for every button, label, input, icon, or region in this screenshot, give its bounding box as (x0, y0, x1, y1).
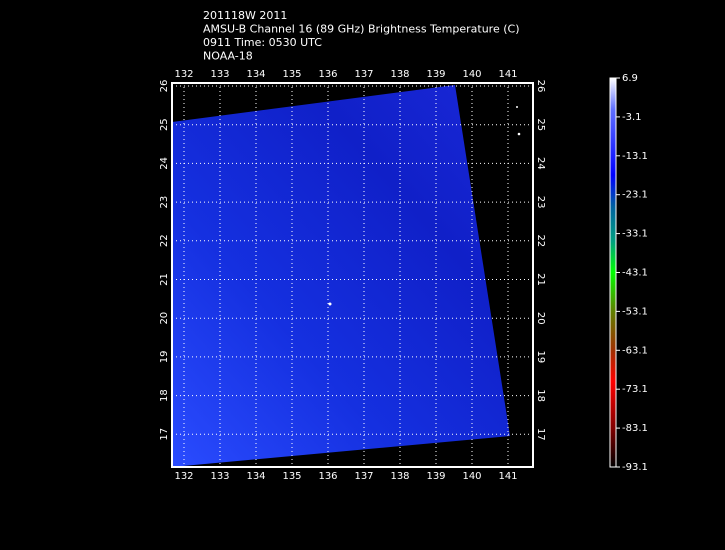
storm-center (328, 302, 332, 306)
lon-label-top: 137 (354, 69, 373, 80)
header-line: AMSU-B Channel 16 (89 GHz) Brightness Te… (203, 23, 520, 36)
lon-label-top: 141 (498, 69, 517, 80)
lon-label-top: 138 (390, 69, 409, 80)
lon-label-top: 140 (462, 69, 481, 80)
colorbar-label: -53.1 (622, 306, 648, 317)
island (516, 106, 518, 108)
lat-label-right: 19 (535, 351, 546, 364)
colorbar-label: -93.1 (622, 462, 648, 473)
island (517, 132, 521, 136)
colorbar-label: -13.1 (622, 151, 648, 162)
lat-label-right: 21 (535, 273, 546, 286)
header-line: NOAA-18 (203, 50, 253, 63)
map-frame (171, 82, 534, 468)
colorbar-label: -83.1 (622, 423, 648, 434)
lon-label-bottom: 134 (246, 471, 265, 482)
colorbar-label: -3.1 (622, 112, 642, 123)
lat-label-left: 20 (159, 312, 170, 325)
lon-label-top: 139 (426, 69, 445, 80)
lat-label-left: 17 (159, 428, 170, 441)
lat-label-right: 25 (535, 118, 546, 131)
lat-label-left: 19 (159, 351, 170, 364)
lat-label-right: 17 (535, 428, 546, 441)
lon-label-bottom: 140 (462, 471, 481, 482)
satellite-swath (172, 85, 510, 467)
labels: 132 132 133 133 134 134 135 135 136 136 137 137 138 1… (159, 69, 648, 482)
colorbar-label: 6.9 (622, 73, 638, 84)
lat-label-left: 26 (159, 80, 170, 93)
lat-label-left: 25 (159, 118, 170, 131)
grid (172, 83, 533, 467)
lat-label-right: 23 (535, 196, 546, 209)
lat-label-right: 20 (535, 312, 546, 325)
lon-label-bottom: 137 (354, 471, 373, 482)
lon-label-top: 135 (282, 69, 301, 80)
lat-label-left: 24 (159, 157, 170, 170)
lon-label-bottom: 135 (282, 471, 301, 482)
colorbar (609, 77, 617, 468)
lon-label-bottom: 133 (210, 471, 229, 482)
lat-label-right: 24 (535, 157, 546, 170)
colorbar-label: -73.1 (622, 384, 648, 395)
colorbar-label: -63.1 (622, 345, 648, 356)
lat-label-left: 21 (159, 273, 170, 286)
lon-label-top: 132 (174, 69, 193, 80)
lon-label-bottom: 139 (426, 471, 445, 482)
lat-label-right: 18 (535, 389, 546, 402)
colorbar-label: -43.1 (622, 268, 648, 279)
header-line: 201118W 2011 (203, 9, 287, 22)
lat-label-left: 18 (159, 389, 170, 402)
header-line: 0911 Time: 0530 UTC (203, 36, 322, 49)
lat-label-right: 26 (535, 80, 546, 93)
colorbar-label: -23.1 (622, 190, 648, 201)
lon-label-bottom: 136 (318, 471, 337, 482)
lat-label-left: 23 (159, 196, 170, 209)
lon-label-top: 136 (318, 69, 337, 80)
lon-label-bottom: 138 (390, 471, 409, 482)
lon-label-bottom: 132 (174, 471, 193, 482)
lat-label-right: 22 (535, 234, 546, 247)
colorbar-label: -33.1 (622, 229, 648, 240)
lon-label-top: 133 (210, 69, 229, 80)
lon-label-bottom: 141 (498, 471, 517, 482)
lat-label-left: 22 (159, 234, 170, 247)
lon-label-top: 134 (246, 69, 265, 80)
